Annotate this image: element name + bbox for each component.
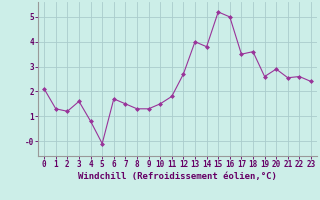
X-axis label: Windchill (Refroidissement éolien,°C): Windchill (Refroidissement éolien,°C) (78, 172, 277, 181)
